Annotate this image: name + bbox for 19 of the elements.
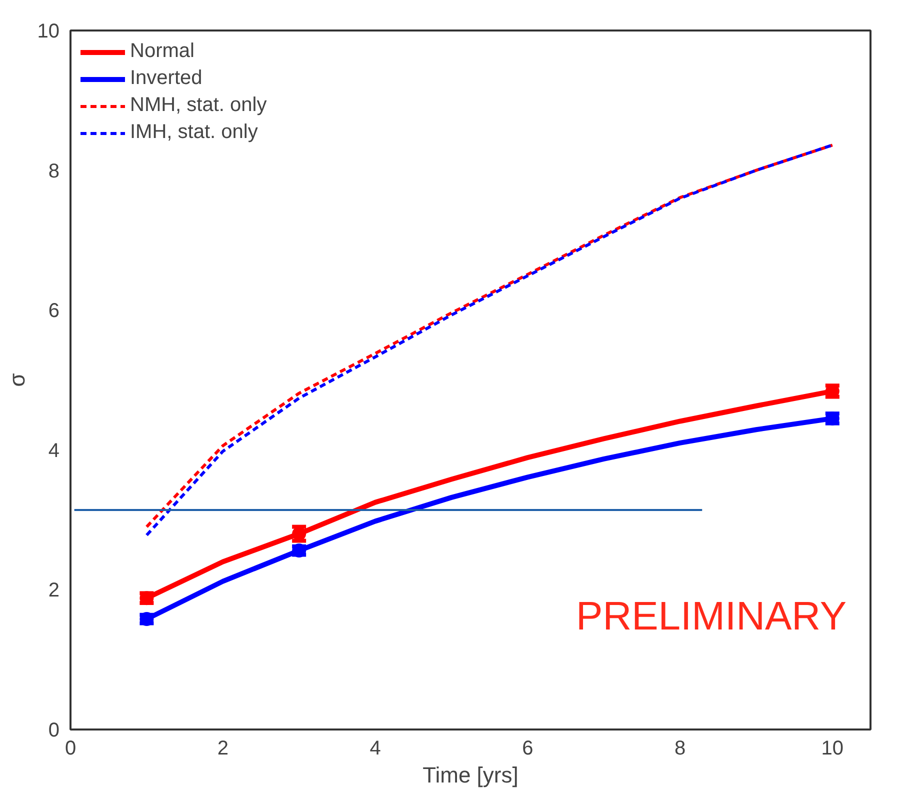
- x-tick-label: 6: [522, 738, 534, 760]
- y-tick-label: 6: [48, 300, 60, 322]
- x-tick-label: 0: [64, 738, 76, 760]
- x-axis-title: Time [yrs]: [422, 762, 518, 788]
- y-tick-label: 2: [48, 580, 60, 602]
- legend-label: Normal: [130, 40, 194, 63]
- y-axis-title: σ: [4, 372, 30, 387]
- y-tick-label: 10: [37, 20, 60, 42]
- legend-label: IMH, stat. only: [130, 121, 258, 144]
- x-tick-label: 4: [370, 738, 381, 760]
- y-tick-label: 4: [48, 440, 60, 462]
- x-tick-label: 8: [674, 738, 686, 760]
- annotation: PRELIMINARY: [576, 594, 847, 639]
- y-tick-label: 8: [48, 160, 60, 182]
- legend-label: Inverted: [130, 67, 202, 90]
- legend-label: NMH, stat. only: [130, 94, 267, 117]
- y-tick-label: 0: [48, 720, 60, 742]
- x-tick-label: 2: [217, 738, 228, 760]
- x-tick-label: 10: [821, 738, 844, 760]
